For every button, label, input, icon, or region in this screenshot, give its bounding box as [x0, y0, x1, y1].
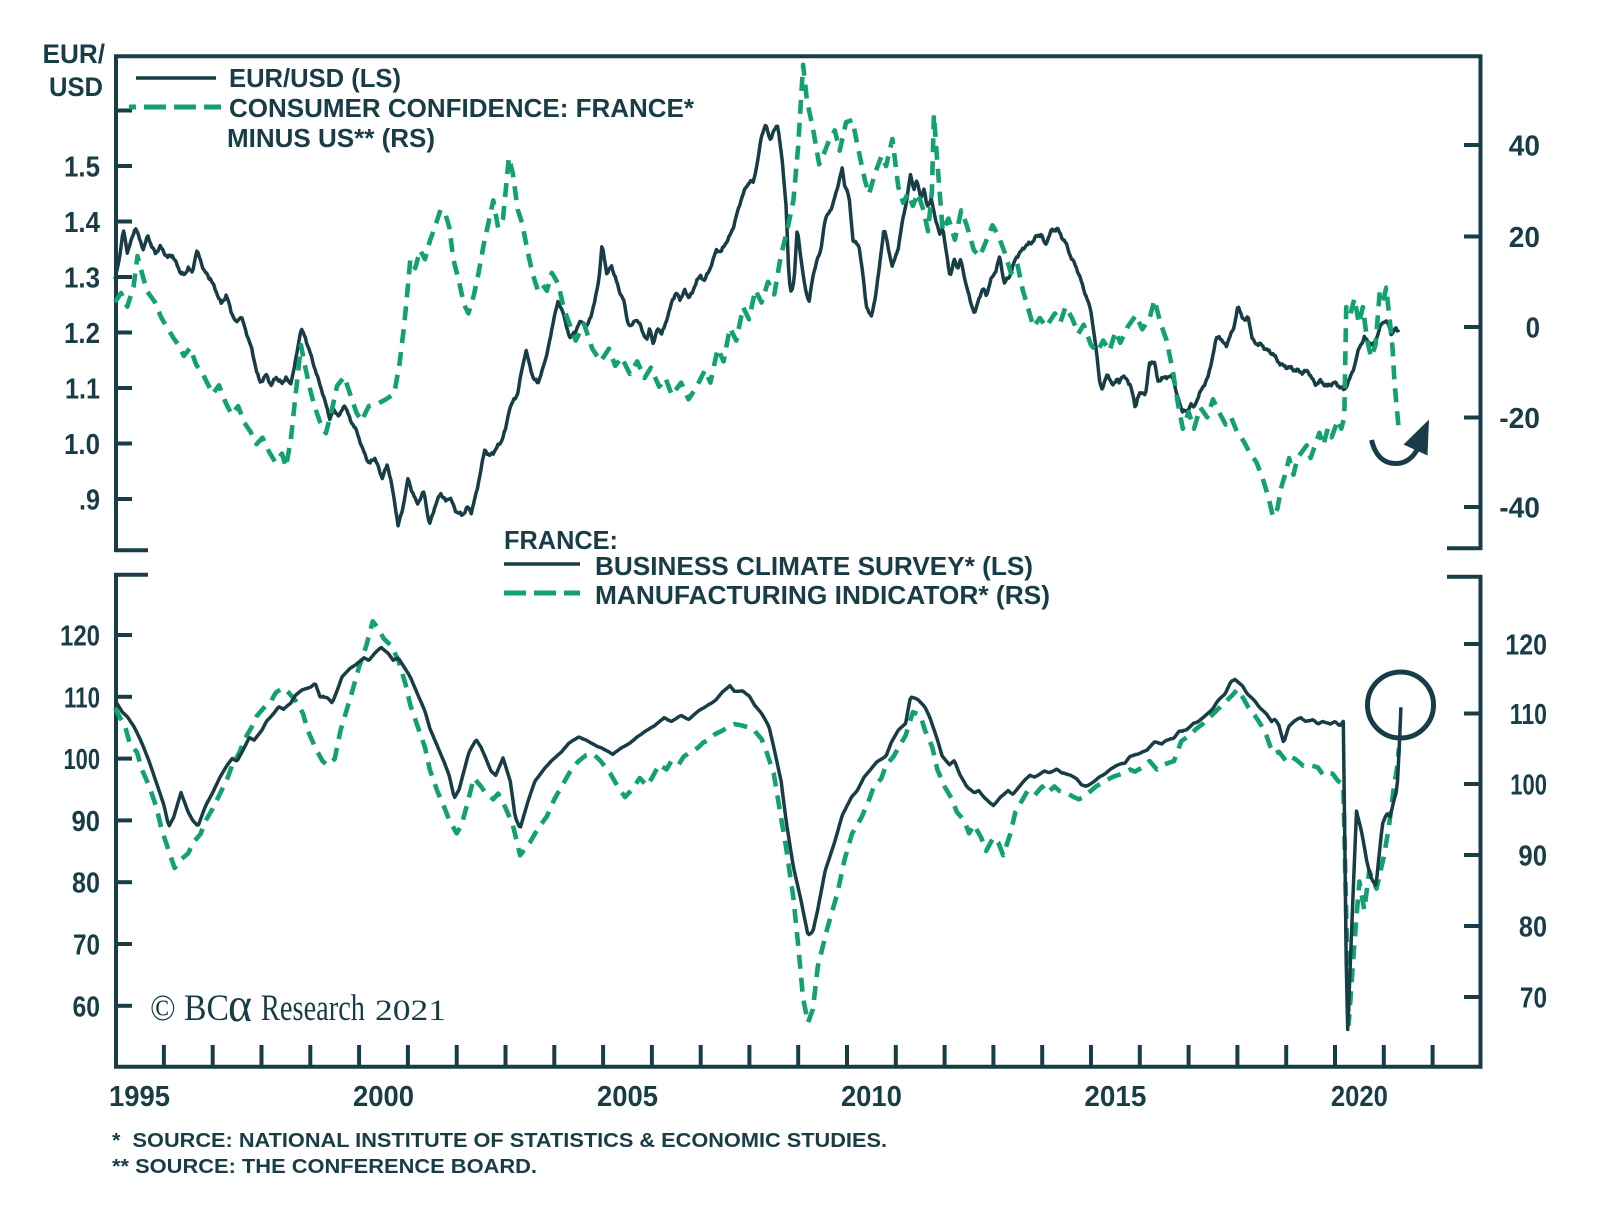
svg-text:** SOURCE: THE CONFERENCE BOAR: ** SOURCE: THE CONFERENCE BOARD. [112, 1156, 537, 1178]
svg-text:110: 110 [64, 682, 100, 714]
svg-text:0: 0 [1526, 313, 1540, 345]
svg-text:Research: Research [261, 988, 365, 1029]
svg-text:EUR/USD (LS): EUR/USD (LS) [229, 63, 401, 93]
svg-text:1.5: 1.5 [64, 152, 100, 184]
svg-text:1.4: 1.4 [64, 207, 100, 239]
svg-text:α: α [228, 977, 252, 1032]
svg-text:2005: 2005 [597, 1081, 658, 1113]
svg-text:20: 20 [1509, 222, 1540, 254]
svg-text:1995: 1995 [109, 1081, 170, 1113]
svg-text:2021: 2021 [375, 994, 446, 1027]
svg-text:70: 70 [1520, 983, 1547, 1015]
svg-text:100: 100 [64, 744, 101, 776]
svg-text:120: 120 [1505, 630, 1547, 662]
svg-text:2000: 2000 [353, 1081, 414, 1113]
svg-text:60: 60 [73, 991, 101, 1023]
svg-text:-20: -20 [1499, 403, 1540, 435]
svg-text:2020: 2020 [1331, 1081, 1388, 1113]
svg-text:40: 40 [1509, 131, 1540, 163]
svg-text:110: 110 [1510, 699, 1547, 731]
svg-text:.9: .9 [79, 485, 100, 517]
svg-text:1.2: 1.2 [64, 318, 100, 350]
svg-text:MINUS US** (RS): MINUS US** (RS) [227, 123, 435, 153]
svg-text:1.3: 1.3 [64, 263, 100, 295]
svg-text:80: 80 [1519, 912, 1547, 944]
svg-text:120: 120 [60, 621, 100, 653]
svg-text:-40: -40 [1499, 493, 1540, 525]
svg-text:2015: 2015 [1084, 1081, 1146, 1113]
svg-text:* SOURCE: NATIONAL INSTITUTE: * SOURCE: NATIONAL INSTITUTE OF STATISTI… [112, 1130, 887, 1152]
svg-text:© BC: © BC [150, 988, 229, 1029]
svg-text:90: 90 [1518, 841, 1547, 873]
svg-text:USD: USD [49, 72, 103, 102]
svg-text:CONSUMER CONFIDENCE: FRANCE*: CONSUMER CONFIDENCE: FRANCE* [229, 93, 695, 123]
svg-text:1.0: 1.0 [64, 429, 100, 461]
svg-text:90: 90 [72, 806, 101, 838]
svg-text:80: 80 [72, 868, 100, 900]
svg-text:1.1: 1.1 [65, 374, 100, 406]
svg-text:FRANCE:: FRANCE: [504, 525, 618, 555]
svg-text:MANUFACTURING INDICATOR* (RS): MANUFACTURING INDICATOR* (RS) [595, 580, 1050, 610]
svg-text:EUR/: EUR/ [43, 39, 106, 69]
svg-text:100: 100 [1510, 770, 1547, 802]
svg-text:70: 70 [73, 930, 100, 962]
svg-text:2010: 2010 [841, 1081, 902, 1113]
svg-text:BUSINESS CLIMATE SURVEY* (LS): BUSINESS CLIMATE SURVEY* (LS) [595, 551, 1033, 581]
